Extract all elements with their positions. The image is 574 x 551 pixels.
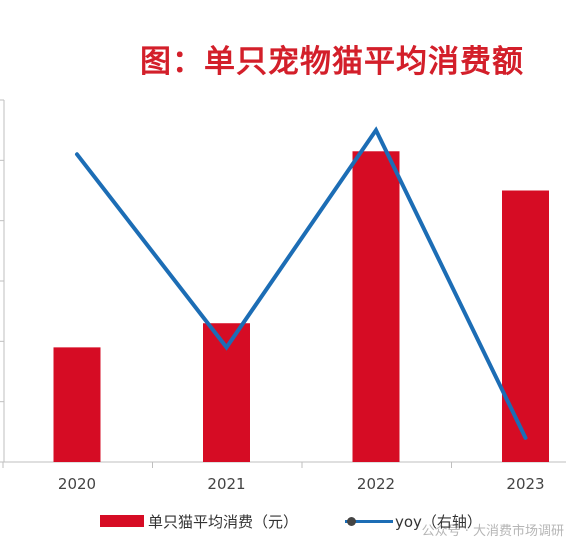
- watermark: 公众号 · 大消费市场调研: [421, 524, 564, 539]
- legend-item-line: yoy（右轴）: [345, 508, 482, 534]
- bar-2020: [53, 347, 101, 462]
- x-tick-label-2020: 2020: [58, 475, 96, 493]
- legend-label-line: yoy（右轴）: [395, 512, 482, 531]
- x-tick-label-2022: 2022: [357, 475, 395, 493]
- chart-title: 图：单只宠物猫平均消费额: [140, 44, 524, 80]
- legend-swatch-line: [345, 515, 393, 527]
- x-tick-label-2021: 2021: [207, 475, 245, 493]
- bar-2022: [352, 151, 400, 463]
- chart-legend: 单只猫平均消费（元） yoy（右轴）: [0, 508, 574, 538]
- legend-item-bar: 单只猫平均消费（元）: [100, 508, 298, 534]
- yoy-line: [75, 126, 528, 440]
- x-tick-label-2023: 2023: [506, 475, 544, 493]
- bar-2023: [502, 190, 549, 462]
- legend-label-bar: 单只猫平均消费（元）: [148, 512, 299, 531]
- legend-swatch-bar: [100, 515, 144, 527]
